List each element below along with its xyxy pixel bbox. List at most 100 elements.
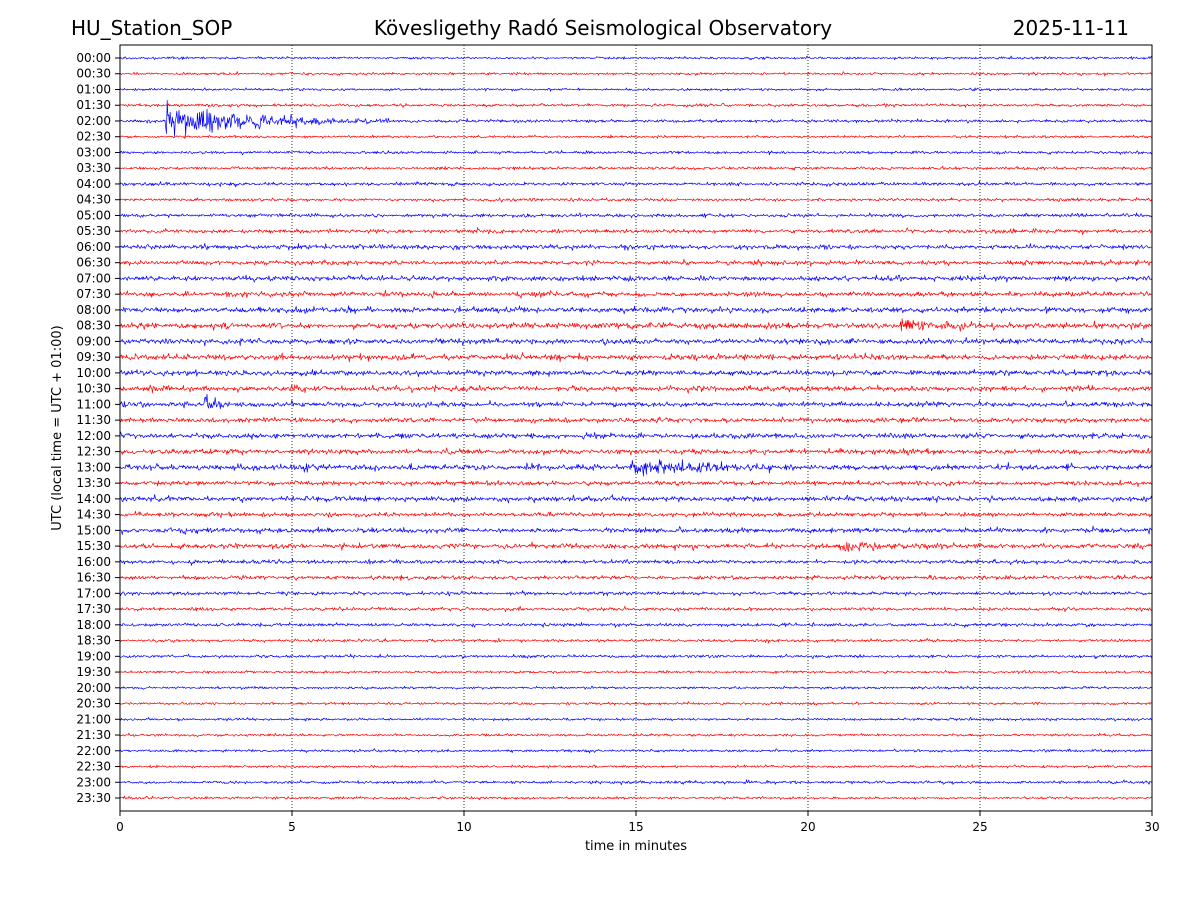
trace-09:30 (119, 352, 1153, 363)
y-tick-label-13:30: 13:30 (76, 476, 111, 490)
trace-04:30 (119, 197, 1153, 203)
y-tick-label-18:00: 18:00 (76, 618, 111, 632)
trace-10:00 (119, 368, 1153, 378)
seismogram-traces (119, 55, 1153, 801)
trace-14:30 (119, 510, 1153, 519)
trace-15:00 (119, 525, 1153, 535)
y-tick-label-21:30: 21:30 (76, 728, 111, 742)
y-tick-label-02:30: 02:30 (76, 130, 111, 144)
y-tick-label-07:30: 07:30 (76, 287, 111, 301)
trace-11:00 (119, 393, 1153, 410)
y-tick-label-12:30: 12:30 (76, 445, 111, 459)
y-tick-label-03:30: 03:30 (76, 161, 111, 175)
y-tick-label-13:00: 13:00 (76, 460, 111, 474)
y-tick-label-17:30: 17:30 (76, 602, 111, 616)
y-axis-label: UTC (local time = UTC + 01:00) (50, 325, 65, 530)
y-tick-label-00:00: 00:00 (76, 51, 111, 65)
y-tick-label-19:30: 19:30 (76, 665, 111, 679)
trace-04:00 (119, 180, 1153, 188)
y-tick-label-20:00: 20:00 (76, 681, 111, 695)
y-tick-label-08:30: 08:30 (76, 319, 111, 333)
y-tick-label-06:30: 06:30 (76, 256, 111, 270)
trace-05:00 (119, 212, 1153, 219)
trace-08:30 (119, 318, 1153, 332)
trace-00:00 (119, 55, 1153, 61)
trace-14:00 (119, 494, 1153, 504)
y-tick-label-11:00: 11:00 (76, 397, 111, 411)
trace-15:30 (119, 541, 1153, 552)
y-tick-label-06:00: 06:00 (76, 240, 111, 254)
y-tick-label-15:00: 15:00 (76, 523, 111, 537)
y-tick-label-16:30: 16:30 (76, 571, 111, 585)
trace-12:00 (119, 431, 1153, 440)
trace-03:30 (119, 165, 1153, 171)
y-tick-label-21:00: 21:00 (76, 712, 111, 726)
y-tick-label-05:00: 05:00 (76, 208, 111, 222)
trace-12:30 (119, 447, 1153, 456)
y-tick-label-07:00: 07:00 (76, 271, 111, 285)
y-tick-label-19:00: 19:00 (76, 649, 111, 663)
y-tick-label-15:30: 15:30 (76, 539, 111, 553)
trace-19:00 (120, 653, 1153, 660)
x-tick-label-25: 25 (972, 820, 987, 834)
trace-06:00 (119, 243, 1153, 251)
trace-21:00 (119, 716, 1153, 722)
trace-07:00 (119, 274, 1153, 283)
x-tick-label-0: 0 (116, 820, 124, 834)
trace-08:00 (119, 305, 1153, 315)
trace-09:00 (119, 337, 1153, 347)
trace-01:30 (120, 103, 1153, 108)
trace-13:30 (119, 479, 1153, 488)
y-tick-label-22:30: 22:30 (76, 760, 111, 774)
x-axis-ticks: 0 5 10 15 20 25 30 (116, 811, 1160, 834)
y-tick-label-09:00: 09:00 (76, 334, 111, 348)
plot-frame (119, 44, 1153, 812)
station-name: HU_Station_SOP (71, 16, 232, 40)
trace-17:00 (119, 590, 1153, 597)
chart-date: 2025-11-11 (1013, 16, 1129, 40)
y-tick-label-03:00: 03:00 (76, 145, 111, 159)
trace-02:30 (119, 134, 1153, 140)
y-tick-label-17:00: 17:00 (76, 586, 111, 600)
trace-23:00 (120, 779, 1153, 786)
vertical-gridlines (291, 45, 981, 811)
y-tick-label-16:00: 16:00 (76, 555, 111, 569)
trace-06:30 (119, 258, 1153, 267)
chart-title: Kövesligethy Radó Seismological Observat… (374, 16, 832, 40)
trace-00:30 (119, 71, 1153, 77)
trace-02:00 (119, 99, 1153, 137)
trace-22:30 (119, 764, 1153, 769)
x-tick-label-10: 10 (456, 820, 471, 834)
x-tick-label-20: 20 (800, 820, 815, 834)
y-tick-label-01:30: 01:30 (76, 98, 111, 112)
trace-01:00 (119, 87, 1153, 92)
y-tick-label-10:30: 10:30 (76, 382, 111, 396)
y-tick-label-02:00: 02:00 (76, 114, 111, 128)
trace-17:30 (119, 605, 1153, 613)
y-tick-label-23:30: 23:30 (76, 791, 111, 805)
y-tick-label-11:30: 11:30 (76, 413, 111, 427)
x-tick-label-15: 15 (628, 820, 643, 834)
y-tick-label-14:00: 14:00 (76, 492, 111, 506)
y-tick-label-20:30: 20:30 (76, 697, 111, 711)
trace-03:00 (119, 149, 1153, 156)
trace-22:00 (119, 748, 1153, 754)
trace-18:00 (119, 622, 1153, 628)
x-axis-label: time in minutes (585, 839, 687, 854)
y-tick-label-14:30: 14:30 (76, 508, 111, 522)
trace-23:30 (119, 795, 1153, 801)
y-tick-label-12:00: 12:00 (76, 429, 111, 443)
trace-16:30 (119, 574, 1153, 581)
y-tick-label-00:30: 00:30 (76, 67, 111, 81)
y-tick-label-01:00: 01:00 (76, 82, 111, 96)
y-tick-label-04:00: 04:00 (76, 177, 111, 191)
trace-18:30 (119, 637, 1153, 644)
trace-20:00 (119, 685, 1153, 690)
y-tick-label-18:30: 18:30 (76, 634, 111, 648)
y-tick-label-05:30: 05:30 (76, 224, 111, 238)
y-tick-label-10:00: 10:00 (76, 366, 111, 380)
trace-10:30 (119, 384, 1153, 394)
trace-11:30 (119, 416, 1153, 424)
